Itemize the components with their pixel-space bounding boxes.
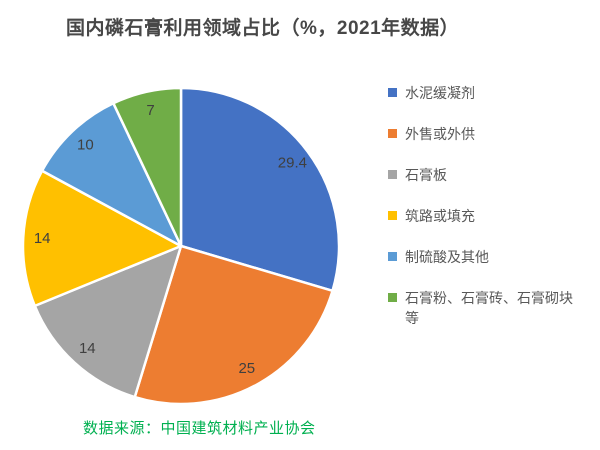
pie-chart: 29.4 25 14 14 10 7: [21, 86, 341, 406]
legend-label: 水泥缓凝剂: [405, 85, 475, 101]
legend-label: 制硫酸及其他: [405, 249, 489, 265]
legend-label: 石膏粉、石膏砖、石膏砌块等: [405, 290, 573, 326]
pie-slice-label: 7: [146, 102, 154, 119]
legend-swatch-icon: [388, 88, 397, 97]
legend-label: 筑路或填充: [405, 208, 475, 224]
pie-slice-1: [133, 244, 334, 406]
pie-slice-label: 29.4: [278, 154, 307, 171]
legend-item-5: 石膏粉、石膏砖、石膏砌块等: [388, 288, 588, 328]
pie-slice-label: 14: [34, 230, 51, 247]
legend-item-2: 石膏板: [388, 165, 588, 185]
legend-swatch-icon: [388, 252, 397, 261]
legend-swatch-icon: [388, 170, 397, 179]
legend-item-0: 水泥缓凝剂: [388, 83, 588, 103]
chart-title: 国内磷石膏利用领域占比（%，2021年数据）: [66, 18, 460, 39]
legend: 水泥缓凝剂外售或外供石膏板筑路或填充制硫酸及其他石膏粉、石膏砖、石膏砌块等: [388, 83, 588, 349]
pie-slice-2: [33, 244, 183, 399]
pie-slice-3: [21, 169, 183, 308]
legend-item-4: 制硫酸及其他: [388, 247, 588, 267]
pie-slice-label: 14: [79, 340, 96, 357]
legend-label: 外售或外供: [405, 126, 475, 142]
pie-slice-label: 10: [77, 137, 94, 154]
pie-slice-0: [179, 86, 341, 293]
legend-swatch-icon: [388, 129, 397, 138]
pie-slice-4: [40, 101, 183, 248]
legend-label: 石膏板: [405, 167, 447, 183]
pie-slice-5: [112, 86, 183, 248]
pie-slice-label: 25: [238, 360, 255, 377]
legend-swatch-icon: [388, 293, 397, 302]
legend-swatch-icon: [388, 211, 397, 220]
legend-item-1: 外售或外供: [388, 124, 588, 144]
legend-item-3: 筑路或填充: [388, 206, 588, 226]
source-note: 数据来源：中国建筑材料产业协会: [83, 420, 316, 437]
